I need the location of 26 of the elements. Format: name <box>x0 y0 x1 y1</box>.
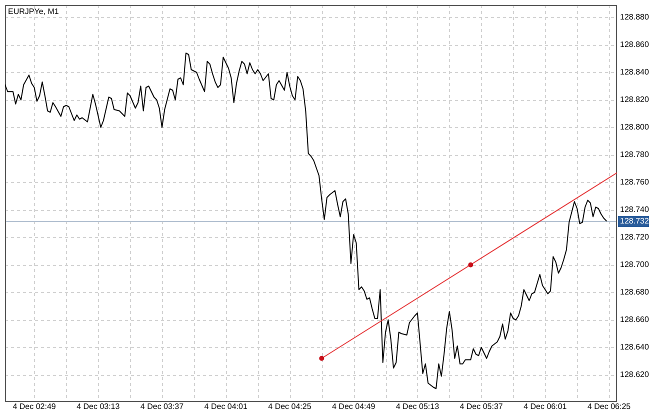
y-tick-label: 128.880 <box>620 12 650 22</box>
y-tick-label: 128.720 <box>620 232 650 242</box>
ref-line-label: 128.732 <box>620 216 650 226</box>
x-tick-label: 4 Dec 04:49 <box>332 402 376 412</box>
y-tick-label: 128.620 <box>620 370 650 380</box>
x-tick-label: 4 Dec 02:49 <box>12 402 56 412</box>
x-tick-label: 4 Dec 06:01 <box>524 402 568 412</box>
y-tick-label: 128.660 <box>620 315 650 324</box>
y-tick-label: 128.780 <box>620 150 650 160</box>
y-tick-label: 128.800 <box>620 122 650 132</box>
y-tick-label: 128.700 <box>620 260 650 270</box>
y-tick-label: 128.740 <box>620 205 650 214</box>
y-tick-label: 128.640 <box>620 342 650 352</box>
x-tick-label: 4 Dec 06:25 <box>587 402 632 412</box>
x-tick-label: 4 Dec 05:37 <box>460 402 504 412</box>
y-tick-label: 128.760 <box>620 178 650 187</box>
x-tick-label: 4 Dec 03:13 <box>76 402 120 412</box>
x-tick-label: 4 Dec 05:13 <box>396 402 440 412</box>
x-tick-label: 4 Dec 04:25 <box>268 402 312 412</box>
y-tick-label: 128.820 <box>620 95 650 104</box>
y-tick-label: 128.680 <box>620 288 650 297</box>
x-tick-label: 4 Dec 03:37 <box>140 402 184 412</box>
y-tick-label: 128.860 <box>620 40 650 50</box>
chart-title: EURJPYe, M1 <box>8 7 60 16</box>
y-tick-label: 128.840 <box>620 68 650 77</box>
x-tick-label: 4 Dec 04:01 <box>204 402 248 412</box>
